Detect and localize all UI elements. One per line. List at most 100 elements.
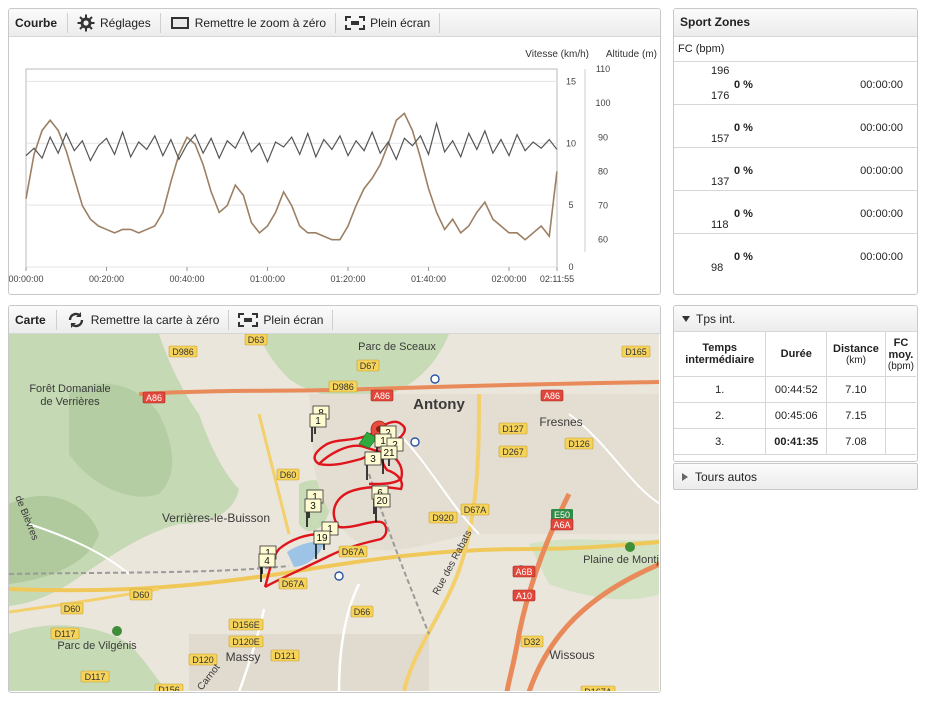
- settings-button[interactable]: Réglages: [72, 9, 156, 36]
- road-label: D32: [520, 635, 544, 648]
- road-label: D117: [50, 627, 80, 640]
- svg-text:D156E: D156E: [232, 620, 260, 630]
- reset-map-label: Remettre la carte à zéro: [90, 312, 220, 327]
- road-label: D60: [60, 602, 84, 615]
- svg-text:20: 20: [376, 496, 388, 507]
- road-label: D167A: [580, 685, 616, 691]
- zone-time: 00:00:00: [860, 208, 903, 220]
- col-lap: Temps intermédiaire: [674, 332, 767, 377]
- place-label: Forêt Domaniale: [29, 383, 110, 395]
- svg-text:1: 1: [327, 524, 333, 535]
- svg-text:D986: D986: [332, 382, 354, 392]
- fullscreen-icon: [345, 15, 366, 30]
- svg-text:D117: D117: [55, 629, 76, 639]
- lap-row[interactable]: 3. 00:41:35 7.08: [674, 428, 916, 455]
- x-tick-label: 00:20:00: [89, 274, 124, 284]
- gear-icon: [77, 14, 95, 31]
- svg-text:A86: A86: [146, 393, 162, 403]
- svg-text:D267: D267: [502, 447, 524, 457]
- lap-row[interactable]: 1. 00:44:52 7.10: [674, 376, 916, 403]
- road-label: D63: [244, 334, 268, 346]
- road-label: A6A: [550, 518, 574, 531]
- place-label: Antony: [413, 396, 465, 413]
- lap-number: 2.: [674, 402, 767, 429]
- lap-marker[interactable]: 1: [309, 413, 327, 442]
- speed-tick-label: 10: [566, 138, 576, 148]
- laps-header[interactable]: Tps int.: [674, 306, 917, 332]
- lap-marker[interactable]: 4: [258, 553, 276, 582]
- lap-marker[interactable]: 3: [304, 498, 322, 527]
- road-label: D67A: [338, 545, 368, 558]
- map-fullscreen-label: Plein écran: [263, 312, 324, 327]
- place-label: Wissous: [549, 648, 594, 662]
- speed-tick-label: 5: [568, 200, 573, 210]
- lap-distance: 7.10: [826, 376, 886, 403]
- road-label: D120: [188, 653, 218, 666]
- place-label: Plaine de Montj: [583, 554, 659, 566]
- svg-text:8: 8: [318, 408, 324, 419]
- map-panel: Carte Remettre la carte à zéro Plein écr…: [8, 305, 661, 693]
- zone-time: 00:00:00: [860, 165, 903, 177]
- road-label: D267: [498, 445, 528, 458]
- chevron-right-icon: [682, 472, 688, 481]
- laps-title: Tps int.: [696, 311, 736, 326]
- lap-number: 1.: [674, 376, 767, 403]
- reset-map-button[interactable]: Remettre la carte à zéro: [61, 306, 225, 333]
- speed-axis-title: Vitesse (km/h): [525, 49, 589, 60]
- svg-text:D60: D60: [280, 470, 297, 480]
- lap-marker[interactable]: 20: [373, 493, 391, 522]
- svg-text:D120: D120: [192, 655, 214, 665]
- lap-marker[interactable]: 21: [380, 445, 398, 474]
- reset-zoom-button[interactable]: Remettre le zoom à zéro: [165, 9, 331, 36]
- place-label: Verrières-le-Buisson: [162, 511, 270, 525]
- x-tick-label: 01:00:00: [250, 274, 285, 284]
- chart-toolbar: Courbe Réglages Remettre le zoom à: [9, 9, 660, 37]
- zone-time: 00:00:00: [860, 79, 903, 91]
- lap-hr: [885, 376, 916, 403]
- svg-text:2: 2: [385, 428, 391, 439]
- road-label: D120E: [228, 635, 264, 648]
- map-view[interactable]: D986 D63 D165 D67 D986 A86 A86 A86 D127 D126 D267 D…: [9, 334, 659, 691]
- road-label: D60: [276, 468, 300, 481]
- zone-time: 00:00:00: [860, 122, 903, 134]
- map-panel-title: Carte: [15, 312, 46, 327]
- road-label: D920: [428, 511, 458, 524]
- altitude-tick-label: 90: [598, 132, 608, 142]
- place-label: Massy: [226, 650, 261, 664]
- col-duration: Durée: [765, 332, 828, 377]
- map-fullscreen-button[interactable]: Plein écran: [233, 306, 328, 333]
- auto-laps-header[interactable]: Tours autos: [673, 463, 918, 490]
- zone-row: 0 % 00:00:00 137: [674, 147, 917, 191]
- x-tick-label: 01:40:00: [411, 274, 446, 284]
- svg-text:D167A: D167A: [584, 687, 612, 691]
- svg-text:D121: D121: [274, 651, 296, 661]
- settings-button-label: Réglages: [100, 15, 151, 30]
- place-label: Fresnes: [539, 415, 582, 429]
- zone-percent: 0 %: [734, 251, 753, 263]
- road-label: D986: [168, 345, 198, 358]
- map-canvas: D986 D63 D165 D67 D986 A86 A86 A86 D127 D126 D267 D…: [9, 334, 659, 691]
- road-label: A86: [540, 389, 564, 402]
- zone-lower-bound: 176: [711, 90, 730, 102]
- laps-panel: Tps int. Temps intermédiaire Durée Dista…: [673, 305, 918, 462]
- svg-text:2: 2: [392, 440, 398, 451]
- road-label: A10: [512, 589, 536, 602]
- lap-marker[interactable]: 3: [364, 451, 382, 480]
- svg-text:3: 3: [310, 501, 316, 512]
- x-tick-label: 00:00:00: [9, 274, 44, 284]
- lap-row[interactable]: 2. 00:45:06 7.15: [674, 402, 916, 429]
- zone-row: 0 % 00:00:00 118: [674, 190, 917, 234]
- lap-marker[interactable]: 19: [313, 530, 331, 559]
- svg-text:A6B: A6B: [515, 567, 532, 577]
- reset-zoom-label: Remettre le zoom à zéro: [194, 15, 327, 30]
- hr-unit-label: FC (bpm): [678, 43, 725, 55]
- svg-text:1: 1: [265, 548, 271, 559]
- auto-laps-title: Tours autos: [695, 469, 758, 484]
- lap-duration: 00:44:52: [765, 376, 828, 403]
- line-chart[interactable]: 00:00:00 00:20:00 00:40:00 01:00:00 01:20:00…: [9, 37, 660, 294]
- zone-upper-bound: 196: [711, 65, 730, 77]
- lap-duration: 00:45:06: [765, 402, 828, 429]
- chart-fullscreen-button[interactable]: Plein écran: [340, 9, 435, 36]
- svg-text:D120E: D120E: [232, 637, 260, 647]
- map-toolbar: Carte Remettre la carte à zéro Plein écr…: [9, 306, 660, 334]
